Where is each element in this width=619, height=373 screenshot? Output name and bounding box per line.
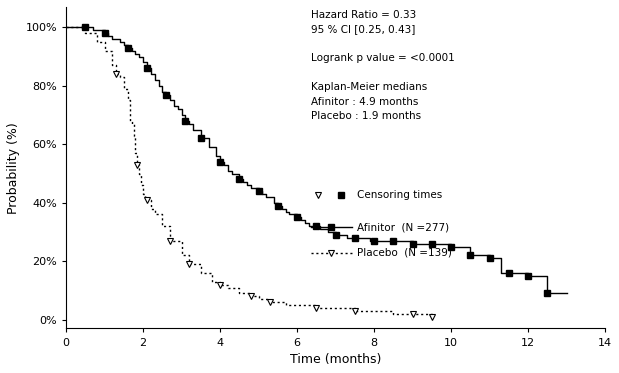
Text: Censoring times: Censoring times [357, 190, 443, 200]
Text: Hazard Ratio = 0.33
95 % CI [0.25, 0.43]

Logrank p value = <0.0001

Kaplan-Meie: Hazard Ratio = 0.33 95 % CI [0.25, 0.43]… [311, 10, 455, 121]
X-axis label: Time (months): Time (months) [290, 353, 381, 366]
Text: Placebo  (N =139): Placebo (N =139) [357, 248, 452, 258]
Text: Afinitor  (N =277): Afinitor (N =277) [357, 222, 449, 232]
Y-axis label: Probability (%): Probability (%) [7, 122, 20, 214]
